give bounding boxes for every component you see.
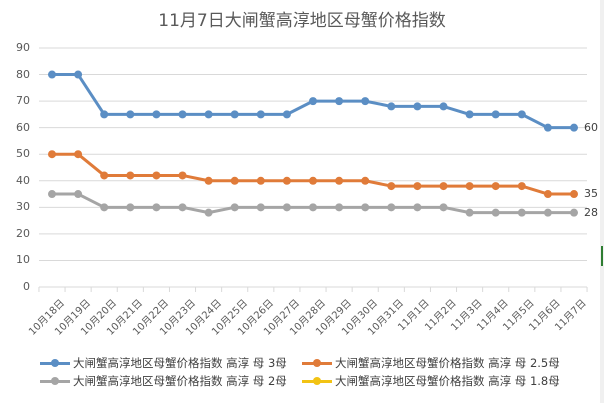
data-point[interactable] [465,182,474,191]
window-edge [600,0,604,403]
data-point[interactable] [335,176,344,185]
data-point[interactable] [282,203,291,212]
data-point[interactable] [517,110,526,119]
data-point[interactable] [413,102,422,111]
legend-item-3[interactable]: 大闸蟹高淳地区母蟹价格指数 高淳 母 3母 [40,355,287,371]
y-tick-label: 30 [16,200,30,214]
legend-label: 大闸蟹高淳地区母蟹价格指数 高淳 母 1.8母 [335,374,560,388]
data-point[interactable] [230,110,239,119]
data-point[interactable] [543,190,552,199]
data-label: 60 [584,120,598,134]
data-point[interactable] [335,97,344,106]
data-point[interactable] [178,203,187,212]
y-tick-label: 10 [16,253,30,267]
data-point[interactable] [100,171,109,180]
data-point[interactable] [204,208,213,217]
data-point[interactable] [517,182,526,191]
data-point[interactable] [48,70,56,79]
y-tick-label: 80 [16,67,30,81]
data-point[interactable] [126,171,135,180]
data-point[interactable] [439,102,448,111]
data-point[interactable] [309,176,317,185]
legend-line-icon [302,375,332,387]
chart-title: 11月7日大闸蟹高淳地区母蟹价格指数 [158,11,446,31]
y-tick-label: 60 [16,120,30,134]
data-point[interactable] [439,203,448,212]
data-point[interactable] [387,203,396,212]
data-point[interactable] [256,176,265,185]
data-point[interactable] [230,203,239,212]
data-point[interactable] [387,182,396,191]
data-point[interactable] [126,110,135,119]
data-point[interactable] [361,97,370,106]
data-point[interactable] [439,182,448,191]
data-point[interactable] [230,176,239,185]
data-point[interactable] [491,110,500,119]
data-point[interactable] [543,123,552,132]
data-label: 28 [584,205,598,219]
data-point[interactable] [48,190,56,199]
data-point[interactable] [465,208,474,217]
data-point[interactable] [570,190,578,199]
y-tick-label: 0 [23,280,30,293]
data-point[interactable] [74,190,83,199]
data-point[interactable] [413,203,422,212]
data-point[interactable] [361,203,370,212]
y-tick-label: 20 [16,226,30,240]
data-point[interactable] [309,203,317,212]
legend-item-1-8[interactable]: 大闸蟹高淳地区母蟹价格指数 高淳 母 1.8母 [302,373,560,389]
data-point[interactable] [309,97,317,106]
legend-item-2-5[interactable]: 大闸蟹高淳地区母蟹价格指数 高淳 母 2.5母 [302,355,560,371]
data-point[interactable] [74,150,83,159]
data-point[interactable] [204,110,213,119]
data-point[interactable] [178,110,187,119]
legend-item-2[interactable]: 大闸蟹高淳地区母蟹价格指数 高淳 母 2母 [40,373,287,389]
data-point[interactable] [570,123,578,132]
data-point[interactable] [387,102,396,111]
y-tick-label: 70 [16,94,30,108]
data-point[interactable] [335,203,344,212]
data-point[interactable] [100,110,109,119]
legend-line-icon [302,357,332,369]
data-point[interactable] [465,110,474,119]
legend-line-icon [40,357,70,369]
data-point[interactable] [100,203,109,212]
data-point[interactable] [491,182,500,191]
legend-line-icon [40,375,70,387]
data-point[interactable] [152,110,161,119]
data-point[interactable] [152,171,161,180]
legend-label: 大闸蟹高淳地区母蟹价格指数 高淳 母 3母 [73,356,287,370]
data-point[interactable] [256,110,265,119]
y-tick-label: 50 [16,147,30,161]
data-label: 35 [584,187,598,201]
y-tick-label: 40 [16,173,30,187]
data-point[interactable] [361,176,370,185]
data-point[interactable] [491,208,500,217]
data-point[interactable] [517,208,526,217]
data-point[interactable] [74,70,83,79]
data-point[interactable] [178,171,187,180]
data-point[interactable] [543,208,552,217]
data-point[interactable] [204,176,213,185]
data-point[interactable] [282,176,291,185]
legend-label: 大闸蟹高淳地区母蟹价格指数 高淳 母 2母 [73,374,287,388]
y-tick-label: 90 [16,41,30,54]
data-point[interactable] [256,203,265,212]
edge-marker [601,246,603,266]
data-point[interactable] [570,208,578,217]
data-point[interactable] [48,150,56,159]
data-point[interactable] [152,203,161,212]
data-point[interactable] [126,203,135,212]
legend-label: 大闸蟹高淳地区母蟹价格指数 高淳 母 2.5母 [335,356,560,370]
data-point[interactable] [282,110,291,119]
data-point[interactable] [413,182,422,191]
